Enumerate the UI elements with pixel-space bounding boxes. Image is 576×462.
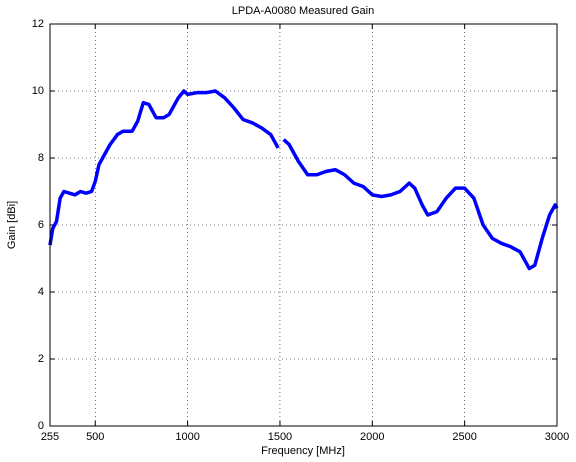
y-tick-label: 6 [38,219,44,231]
data-line [48,89,559,271]
y-axis-label: Gain [dBi] [6,201,18,249]
y-tick-label: 0 [38,420,44,432]
x-tick-label: 2500 [452,431,476,443]
chart-title: LPDA-A0080 Measured Gain [232,5,374,17]
x-tick-label: 1500 [268,431,292,443]
y-tick-label: 4 [38,286,44,298]
y-tick-label: 12 [32,18,44,30]
x-tick-label: 255 [41,431,59,443]
x-tick-label: 3000 [545,431,569,443]
y-tick-label: 2 [38,353,44,365]
plot-frame [49,23,558,427]
y-tick-label: 8 [38,152,44,164]
x-axis-label: Frequency [MHz] [261,445,345,457]
x-tick-label: 2000 [360,431,384,443]
x-tick-label: 1000 [175,431,199,443]
x-tick-label: 500 [86,431,104,443]
y-tick-label: 10 [32,85,44,97]
